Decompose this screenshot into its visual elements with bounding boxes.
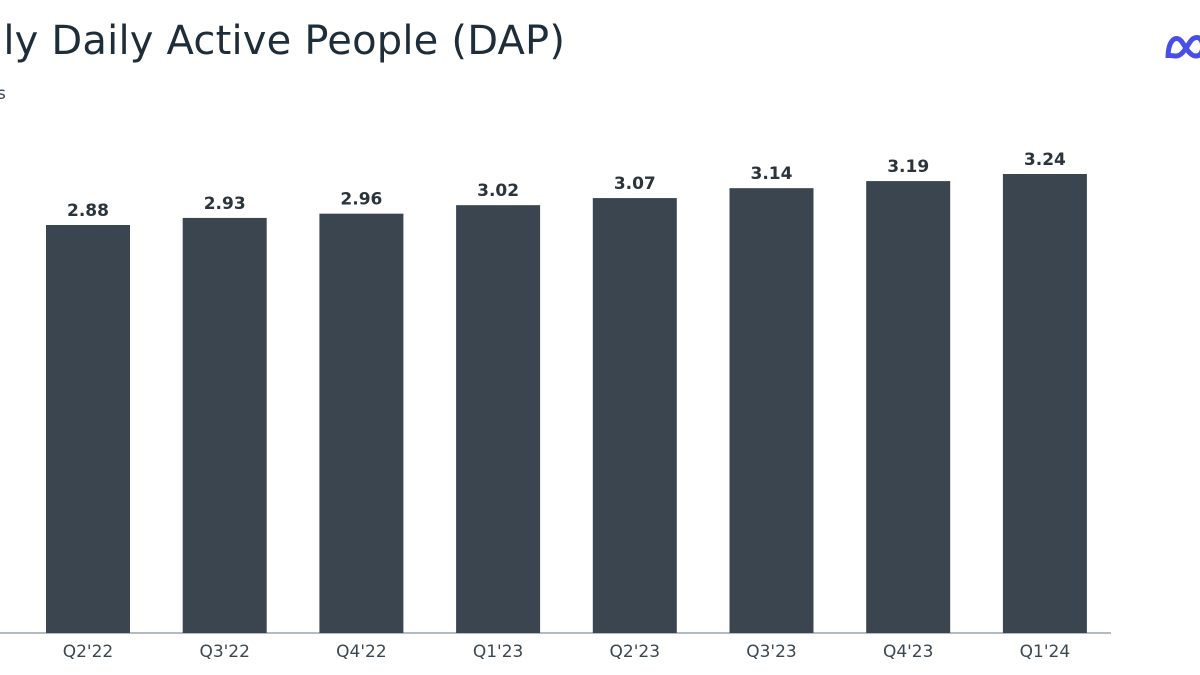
value-label: 3.14 [751,164,793,184]
x-tick-label: Q1'24 [1020,642,1071,662]
value-label: 3.07 [614,174,656,194]
meta-logo-icon [1165,35,1200,59]
x-tick-label: Q4'22 [336,642,387,662]
bar-Q2'23 [592,198,677,634]
chart-title: ily Daily Active People (DAP) [0,18,566,64]
value-label: 3.24 [1024,150,1066,170]
x-tick-label: Q4'23 [883,642,934,662]
bar-Q1'24 [1002,174,1087,633]
value-label: 2.96 [340,190,382,210]
bar-Q1'23 [456,205,541,633]
x-tick-label: Q1'23 [473,642,524,662]
value-label: 3.02 [477,181,519,201]
bar-Q4'23 [866,181,951,634]
value-label: 2.93 [204,194,246,214]
bar-Q2'22 [46,225,130,633]
bar-Q4'22 [319,213,404,633]
x-tick-label: Q2'22 [63,642,114,662]
x-tick-label: Q3'22 [199,642,250,662]
bar-Q3'22 [182,217,267,633]
x-tick-label: Q2'23 [610,642,661,662]
x-tick-label: Q3'23 [746,642,797,662]
value-label: 3.19 [887,157,929,177]
bar-Q3'23 [729,188,814,633]
chart-subtitle: s [0,84,6,104]
value-label: 2.88 [67,201,109,221]
